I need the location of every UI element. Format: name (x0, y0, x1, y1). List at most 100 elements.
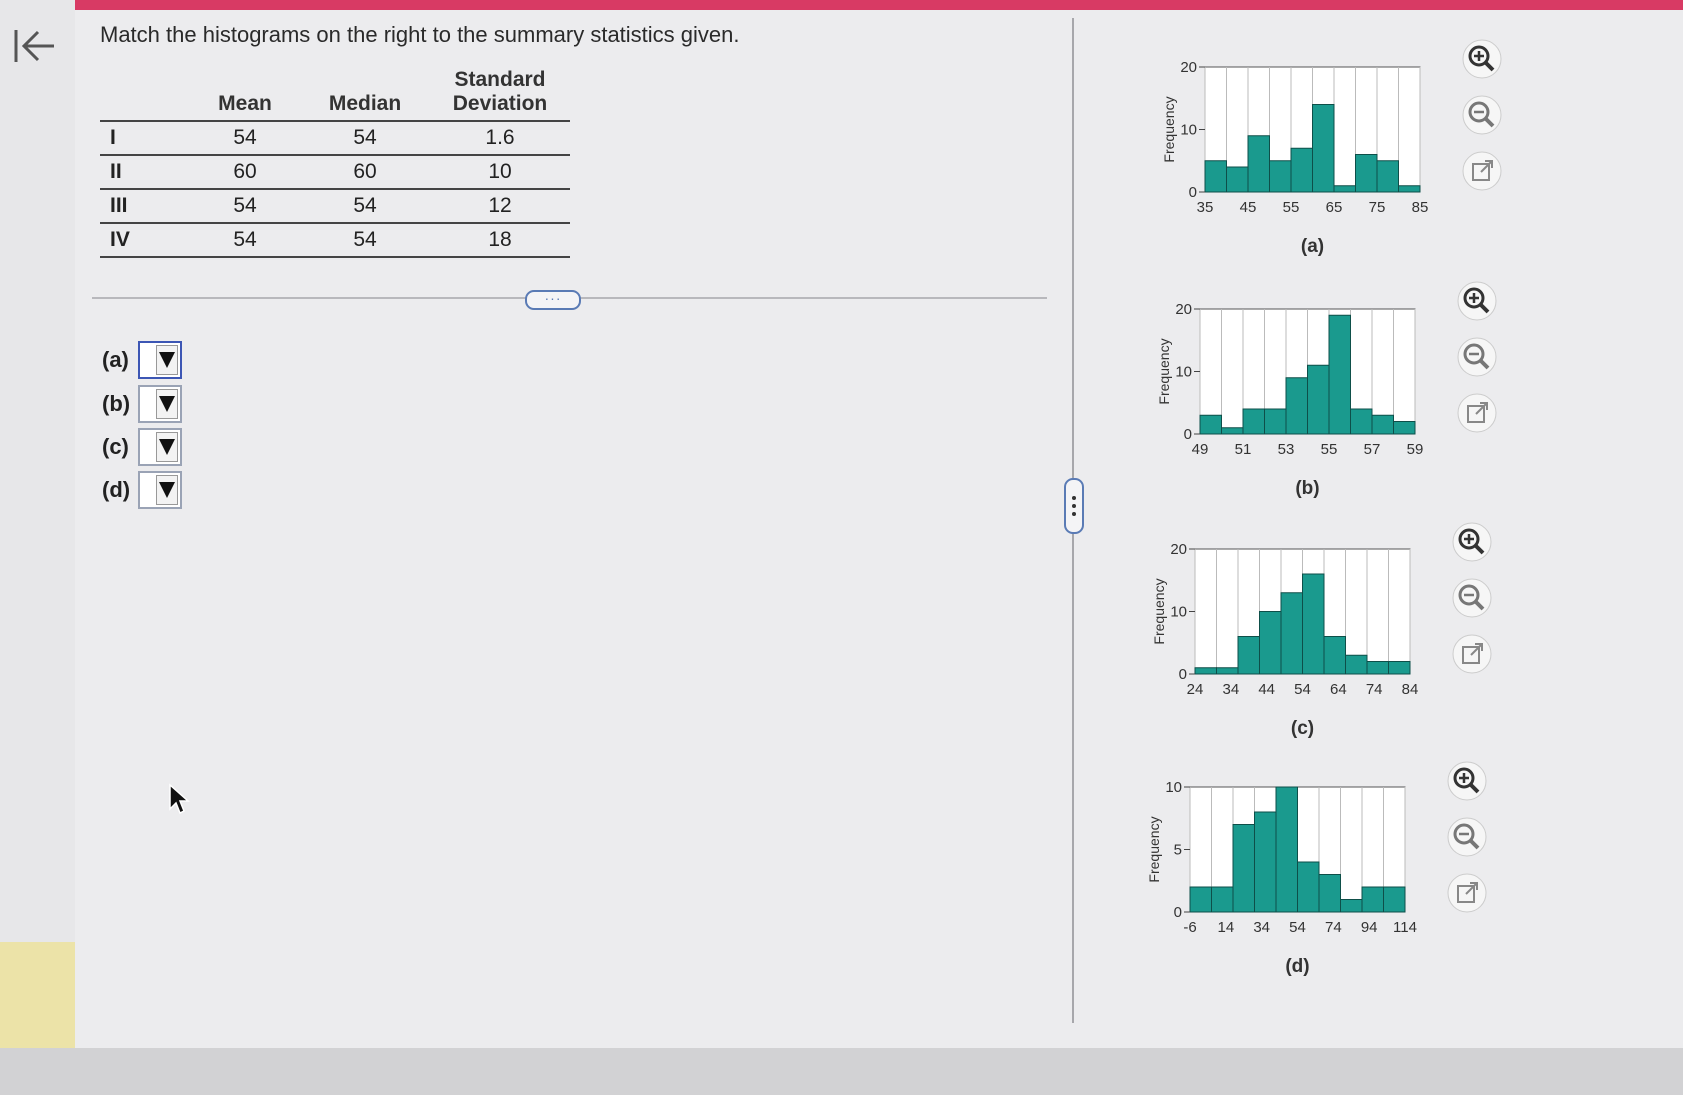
x-tick-label: 84 (1402, 681, 1419, 698)
histogram-bar (1323, 636, 1346, 675)
y-tick-label: 20 (1170, 541, 1187, 558)
zoom-in-icon[interactable] (1456, 280, 1498, 322)
y-tick-label: 10 (1175, 364, 1192, 381)
x-tick-label: 59 (1407, 441, 1424, 458)
histogram-a: 0 10 20 35 45 55 65 75 85 Frequency (a) (1161, 59, 1428, 257)
y-tick-label: 0 (1184, 426, 1192, 443)
open-in-new-icon[interactable] (1446, 872, 1488, 914)
mean-cell: 54 (190, 223, 300, 258)
table-row: IV 54 54 18 (100, 223, 570, 258)
zoom-in-icon[interactable] (1461, 38, 1503, 80)
left-sidebar (0, 0, 75, 1048)
chart-caption: (b) (1295, 478, 1319, 499)
answer-label: (b) (102, 391, 131, 416)
x-tick-label: 49 (1192, 441, 1209, 458)
dropdown-b[interactable] (138, 385, 182, 423)
histogram-bar (1345, 654, 1368, 675)
open-in-new-icon[interactable] (1456, 392, 1498, 434)
x-tick-label: 74 (1325, 919, 1342, 936)
zoom-out-icon[interactable] (1451, 577, 1493, 619)
histogram-bar (1361, 886, 1384, 913)
y-tick-label: 0 (1189, 184, 1197, 201)
zoom-in-icon[interactable] (1451, 521, 1493, 563)
y-axis-label: Frequency (1161, 96, 1177, 162)
histogram-bar (1264, 408, 1287, 435)
collapse-left-icon[interactable] (12, 26, 58, 66)
table-row: II 60 60 10 (100, 155, 570, 190)
dropdown-arrow-icon (156, 345, 178, 375)
answer-row-a: (a) (102, 340, 182, 380)
histogram-bar (1232, 824, 1255, 913)
dropdown-d[interactable] (138, 471, 182, 509)
histogram-bar (1307, 364, 1330, 435)
x-tick-label: 114 (1393, 919, 1417, 936)
histogram-bar (1290, 147, 1313, 193)
histogram-bar (1376, 160, 1399, 193)
y-tick-label: 20 (1180, 59, 1197, 76)
dropdown-arrow-icon (156, 389, 178, 419)
histogram-bar (1216, 667, 1239, 675)
resize-handle-vertical[interactable] (1064, 478, 1084, 534)
bottom-bar (0, 1048, 1683, 1095)
dropdown-c[interactable] (138, 428, 182, 466)
table-row: III 54 54 12 (100, 189, 570, 224)
x-tick-label: 57 (1364, 441, 1381, 458)
dropdown-arrow-icon (156, 475, 178, 505)
mean-cell: 54 (190, 121, 300, 156)
y-tick-label: 0 (1179, 666, 1187, 683)
histogram-bar (1398, 185, 1421, 193)
histogram-bar (1328, 314, 1351, 435)
mouse-pointer-icon (169, 783, 190, 815)
y-axis-label: Frequency (1151, 578, 1167, 644)
histogram-bar (1269, 160, 1292, 193)
histogram-bar (1371, 414, 1394, 435)
histogram-bar (1340, 899, 1363, 913)
histogram-bar (1211, 886, 1234, 913)
table-header-mean: Mean (190, 64, 300, 122)
table-header-blank (100, 64, 190, 122)
median-cell: 60 (300, 155, 430, 190)
dropdown-arrow-icon (156, 432, 178, 462)
x-tick-label: 55 (1283, 199, 1300, 216)
y-tick-label: 10 (1180, 122, 1197, 139)
x-tick-label: 94 (1361, 919, 1378, 936)
answer-label: (c) (102, 434, 129, 459)
row-label: II (100, 155, 190, 190)
histogram-bar (1297, 861, 1320, 913)
zoom-out-icon[interactable] (1446, 816, 1488, 858)
y-tick-label: 10 (1165, 779, 1182, 796)
table-header-sd: Standard Deviation (430, 64, 570, 122)
median-cell: 54 (300, 121, 430, 156)
x-tick-label: 44 (1258, 681, 1275, 698)
answer-label: (a) (102, 347, 129, 372)
open-in-new-icon[interactable] (1461, 150, 1503, 192)
y-tick-label: 5 (1174, 842, 1182, 859)
x-tick-label: 54 (1289, 919, 1306, 936)
y-tick-label: 20 (1175, 301, 1192, 318)
answer-label: (d) (102, 477, 131, 502)
open-in-new-icon[interactable] (1451, 633, 1493, 675)
x-tick-label: 51 (1235, 441, 1252, 458)
x-tick-label: 65 (1326, 199, 1343, 216)
zoom-in-icon[interactable] (1446, 760, 1488, 802)
resize-handle-horizontal[interactable]: ··· (525, 290, 581, 310)
y-tick-label: 10 (1170, 604, 1187, 621)
dropdown-a[interactable] (138, 341, 182, 379)
row-label: III (100, 189, 190, 224)
histogram-bar (1237, 636, 1260, 675)
histogram-bar (1285, 377, 1308, 435)
histogram-bar (1302, 573, 1325, 675)
zoom-out-icon[interactable] (1456, 336, 1498, 378)
histogram-b: 0 10 20 49 51 53 55 57 59 Frequency (b) (1156, 301, 1424, 499)
answer-row-d: (d) (102, 470, 182, 510)
histogram-bar (1312, 104, 1335, 193)
sidebar-highlight (0, 942, 75, 1048)
table-row: I 54 54 1.6 (100, 121, 570, 156)
y-axis-label: Frequency (1156, 338, 1172, 404)
x-tick-label: 54 (1294, 681, 1311, 698)
x-tick-label: 74 (1366, 681, 1383, 698)
x-tick-label: 64 (1330, 681, 1347, 698)
zoom-out-icon[interactable] (1461, 94, 1503, 136)
histogram-c: 0 10 20 24 34 44 54 64 74 84 Frequency (c) (1151, 541, 1419, 739)
answer-row-b: (b) (102, 384, 182, 424)
